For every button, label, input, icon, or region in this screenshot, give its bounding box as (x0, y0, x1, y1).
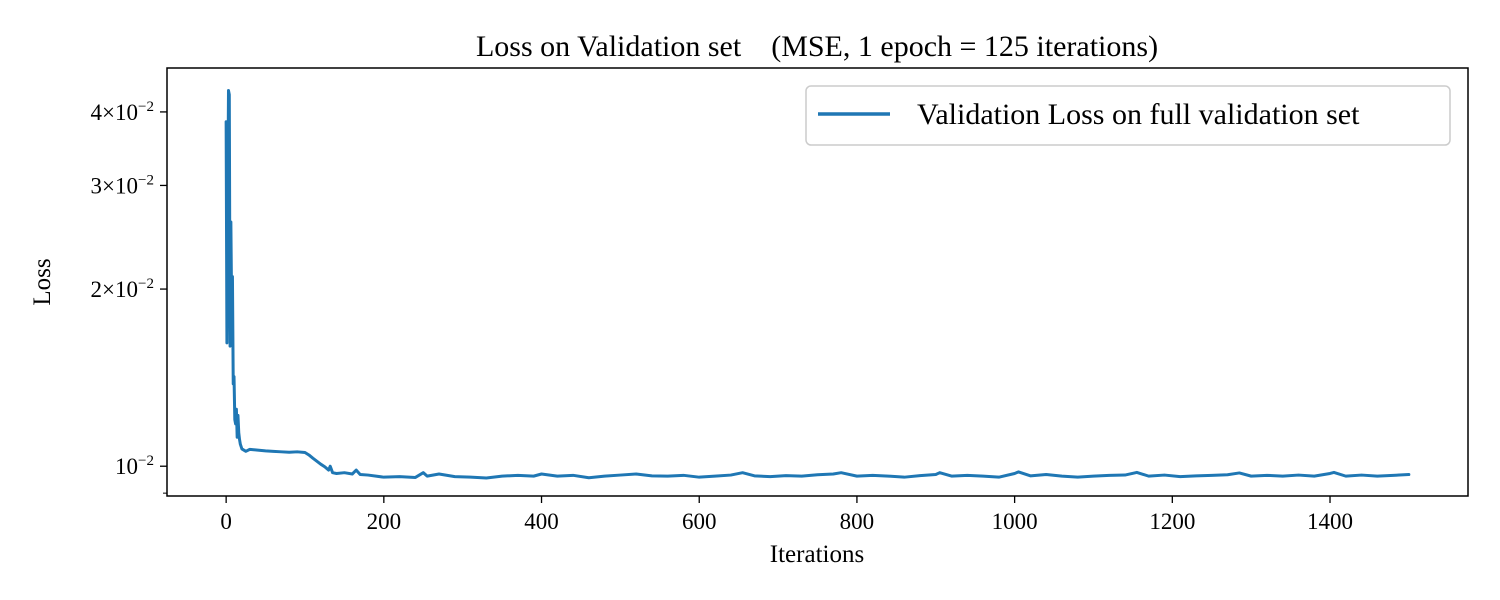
x-tick-label: 600 (682, 509, 717, 534)
legend-label: Validation Loss on full validation set (917, 98, 1360, 131)
x-tick-label: 1400 (1307, 509, 1353, 534)
x-tick-label: 1000 (992, 509, 1038, 534)
y-axis-label: Loss (29, 258, 56, 305)
y-tick-label: 3×10−2 (91, 172, 154, 198)
series-line (224, 88, 1411, 480)
x-tick-label: 400 (524, 509, 559, 534)
x-tick-label: 1200 (1149, 509, 1195, 534)
series-layer (224, 88, 1411, 480)
legend-box (805, 85, 1451, 146)
plot-area (166, 67, 1469, 497)
x-tick-label: 200 (367, 509, 402, 534)
legend: Validation Loss on full validation set (805, 85, 1451, 146)
y-tick-label: 2×10−2 (91, 276, 154, 302)
chart-title: Loss on Validation set (MSE, 1 epoch = 1… (476, 30, 1158, 63)
x-tick-label: 800 (840, 509, 875, 534)
x-axis: 0 200 400 600 800 1000 1200 1400 (220, 496, 1353, 534)
x-tick-label: 0 (220, 509, 232, 534)
x-axis-label: Iterations (770, 541, 864, 568)
y-axis: 10−2 2×10−2 3×10−2 4×10−2 (91, 99, 167, 494)
y-tick-label: 4×10−2 (91, 99, 154, 125)
y-tick-label: 10−2 (115, 453, 154, 479)
